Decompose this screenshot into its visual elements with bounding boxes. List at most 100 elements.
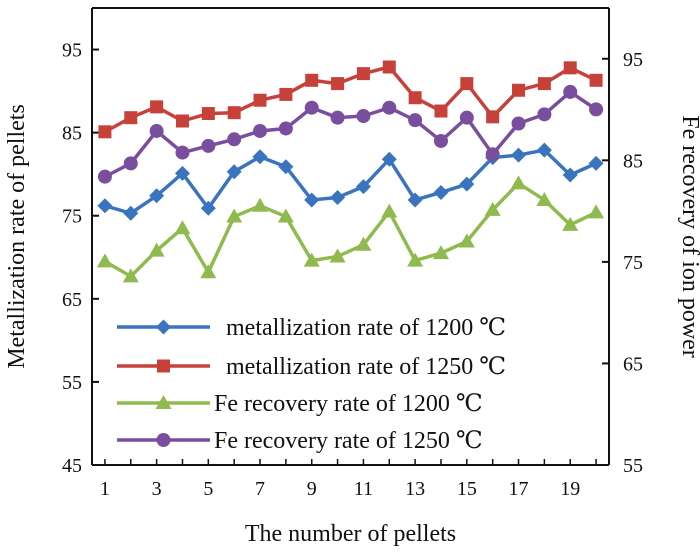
x-tick-label: 7 [255,478,265,500]
x-axis-title: The number of pellets [245,521,456,547]
data-point [588,204,605,219]
x-tick-label: 3 [152,478,162,500]
legend: metallization rate of 1200 ℃ metallizatio… [117,315,506,454]
right-y-tick-label: 55 [623,455,643,477]
data-point [201,138,216,153]
data-point [98,125,112,139]
x-tick-label: 19 [560,478,580,500]
left-y-tick-label: 85 [62,123,82,145]
legend-label: Fe recovery rate of 1200 ℃ [214,391,483,417]
data-point [253,93,267,107]
data-point [279,87,293,101]
legend-marker [157,359,170,373]
data-point [330,189,346,205]
data-point [382,60,396,74]
right-y-tick-label: 75 [623,252,643,274]
data-point [485,147,500,162]
data-point [588,155,604,171]
legend-entry: metallization rate of 1250 ℃ [117,354,506,380]
left-y-tick-label: 55 [62,372,82,394]
data-point [122,268,139,283]
series-line [104,148,597,215]
series-3 [96,175,605,283]
left-y-tick-label: 65 [62,289,82,311]
data-point [511,147,527,163]
data-point [537,77,551,91]
data-point [356,67,370,81]
data-point [150,100,164,114]
x-tick-label: 5 [203,478,213,500]
data-point [537,107,552,122]
data-point [459,176,475,192]
data-point [305,73,319,87]
data-point [433,184,449,200]
data-point [253,123,268,138]
data-point [563,61,577,75]
data-point [512,83,526,97]
legend-entry: Fe recovery rate of 1250 ℃ [117,428,483,454]
data-point [510,175,527,190]
data-point [511,116,526,131]
data-point [562,167,578,183]
data-point [200,200,216,216]
left-y-tick-label: 95 [62,40,82,62]
data-point [381,151,397,167]
data-point [252,197,269,212]
data-point [536,191,553,206]
data-point [589,73,603,87]
legend-label: metallization rate of 1250 ℃ [226,354,506,380]
series-1 [97,142,604,221]
data-point [226,164,242,180]
data-point [174,220,191,235]
data-point [433,133,448,148]
data-point [460,77,474,91]
legend-marker [156,433,171,447]
data-point [252,149,268,165]
data-point [278,159,294,175]
series-group [96,60,605,283]
series-4 [97,84,604,184]
data-point [175,145,190,160]
data-point [407,252,424,267]
legend-marker [155,395,172,409]
data-point [278,121,293,136]
data-point [227,132,242,147]
data-point [486,110,500,124]
data-point [381,203,398,218]
data-point [200,264,217,279]
data-point [304,192,320,208]
data-point [97,169,112,184]
right-y-tick-label: 95 [623,49,643,71]
data-point [123,156,138,171]
data-point [226,208,243,223]
right-y-axis-title: Fe recovery of ion power [677,115,700,358]
left-y-axis-title: Metallization rate of pellets [4,104,30,369]
data-point [148,242,165,257]
data-point [277,208,294,223]
series-line [104,90,598,179]
legend-label: metallization rate of 1200 ℃ [226,315,506,341]
left-y-tick-label: 45 [62,455,82,477]
data-point [124,111,138,125]
data-point [174,165,190,181]
legend-marker [156,319,171,335]
data-point [149,188,165,204]
data-point [434,104,448,118]
data-point [589,102,604,117]
data-point [331,77,345,91]
x-tick-label: 11 [354,478,373,500]
left-y-tick-label: 75 [62,206,82,228]
data-point [407,192,423,208]
data-point [356,109,371,124]
x-tick-label: 17 [509,478,529,500]
data-point [304,100,319,115]
x-tick-label: 1 [100,478,110,500]
x-tick-label: 13 [405,478,425,500]
series-2 [98,60,603,139]
right-y-tick-label: 85 [623,150,643,172]
data-point [484,201,501,216]
data-point [432,245,449,260]
data-point [329,248,346,263]
